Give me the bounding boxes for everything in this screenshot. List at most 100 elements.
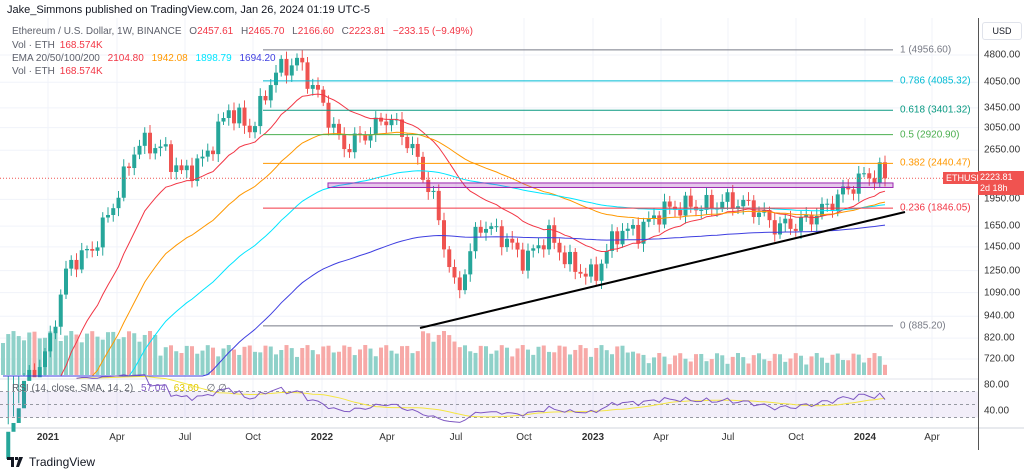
price-tick: 4050.00 bbox=[984, 76, 1021, 88]
volume-bar bbox=[16, 336, 21, 375]
candle-body bbox=[263, 95, 268, 101]
candle-body bbox=[121, 166, 126, 198]
ema-legend[interactable]: EMA 20/50/100/200 2104.80 1942.08 1898.7… bbox=[12, 53, 276, 64]
candle-body bbox=[809, 214, 814, 225]
volume-legend[interactable]: Vol · ETH 168.574K bbox=[12, 40, 103, 51]
volume-bar bbox=[520, 345, 525, 375]
price-tick: 1090.00 bbox=[984, 287, 1021, 299]
candle-body bbox=[820, 203, 824, 216]
candle-body bbox=[211, 150, 215, 155]
volume-bar bbox=[321, 346, 326, 375]
candle-body bbox=[757, 212, 761, 218]
volume-bar bbox=[95, 336, 100, 375]
volume-bar bbox=[279, 350, 284, 375]
volume-bar bbox=[295, 356, 299, 375]
volume-bar bbox=[415, 351, 420, 375]
candle-body bbox=[174, 165, 179, 172]
volume-bar bbox=[678, 353, 683, 375]
volume-bar bbox=[111, 331, 116, 375]
candle-body bbox=[305, 62, 310, 89]
ohlc-low: L2166.60 bbox=[292, 26, 334, 37]
volume-bar bbox=[625, 352, 630, 375]
volume-bar bbox=[205, 345, 210, 375]
candle-body bbox=[688, 195, 693, 207]
volume-bar bbox=[704, 361, 709, 375]
candle-body bbox=[74, 259, 79, 270]
candle-body bbox=[814, 215, 819, 225]
candle-body bbox=[783, 218, 788, 224]
volume-bar bbox=[757, 353, 761, 375]
volume-bar bbox=[331, 352, 336, 375]
volume-bar bbox=[657, 353, 662, 375]
volume-bar bbox=[242, 346, 247, 375]
rsi-legend[interactable]: RSI (14, close, SMA, 14, 2) 57.04 63.60 … bbox=[12, 383, 227, 394]
candle-body bbox=[142, 132, 147, 146]
volume-bar bbox=[809, 356, 814, 375]
volume-bar bbox=[720, 355, 725, 375]
volume-bar bbox=[394, 353, 399, 375]
candle-body bbox=[158, 146, 163, 149]
price-tick: 820.00 bbox=[984, 332, 1015, 344]
candle-body bbox=[862, 173, 866, 175]
volume-bar bbox=[274, 354, 278, 375]
volume-bar bbox=[347, 346, 352, 375]
candle-body bbox=[447, 249, 452, 268]
candle-body bbox=[489, 226, 494, 229]
candle-body bbox=[368, 134, 373, 141]
candle-body bbox=[730, 192, 735, 209]
rsi-tick: 80.00 bbox=[984, 379, 1010, 391]
volume-bar bbox=[127, 331, 131, 375]
volume-bar bbox=[772, 353, 777, 375]
candle-body bbox=[683, 195, 688, 216]
price-tick: 4800.00 bbox=[984, 49, 1021, 61]
candle-body bbox=[153, 148, 158, 154]
volume-bar bbox=[615, 346, 620, 375]
tradingview-logo[interactable]: TradingView bbox=[7, 455, 95, 469]
volume-bar bbox=[478, 345, 483, 375]
candle-body bbox=[331, 123, 336, 128]
rsi-line bbox=[76, 374, 886, 423]
candle-body bbox=[111, 208, 116, 216]
candle-body bbox=[148, 132, 152, 154]
candle-body bbox=[11, 422, 16, 432]
candle-body bbox=[599, 263, 604, 281]
candle-body bbox=[583, 273, 588, 277]
candle-body bbox=[484, 228, 488, 233]
candle-body bbox=[510, 238, 515, 243]
volume-bar bbox=[499, 345, 504, 375]
tradingview-logo-icon bbox=[7, 457, 23, 467]
price-tick: 720.00 bbox=[984, 353, 1015, 365]
candle-body bbox=[394, 119, 399, 121]
volume-bar bbox=[778, 354, 782, 375]
volume-bar bbox=[284, 345, 289, 375]
volume-bar bbox=[85, 333, 89, 375]
volume-bar bbox=[426, 333, 431, 375]
volume-legend-2[interactable]: Vol · ETH 168.574K bbox=[12, 66, 103, 77]
candle-body bbox=[557, 242, 562, 253]
candle-body bbox=[379, 117, 383, 122]
time-tick: Oct bbox=[788, 432, 804, 443]
candle-body bbox=[279, 58, 284, 73]
candle-body bbox=[421, 156, 425, 180]
symbol-legend: Ethereum / U.S. Dollar, 1W, BINANCE O245… bbox=[12, 26, 478, 37]
candle-body bbox=[22, 380, 26, 409]
volume-bar bbox=[27, 332, 32, 375]
candle-body bbox=[116, 197, 121, 209]
volume-bar bbox=[589, 356, 593, 375]
price-axis[interactable] bbox=[978, 18, 1024, 450]
candle-body bbox=[274, 72, 278, 86]
volume-bar bbox=[300, 348, 305, 375]
candle-body bbox=[95, 247, 100, 251]
volume-bar bbox=[793, 353, 798, 375]
currency-button[interactable]: USD bbox=[982, 22, 1022, 40]
candle-body bbox=[793, 228, 798, 231]
candle-body bbox=[778, 223, 782, 235]
time-tick: 2023 bbox=[581, 432, 605, 443]
volume-bar bbox=[536, 346, 541, 375]
volume-bar bbox=[79, 342, 84, 375]
volume-bar bbox=[106, 332, 110, 375]
volume-bar bbox=[825, 362, 830, 375]
candle-body bbox=[725, 192, 730, 202]
time-tick: Jul bbox=[721, 432, 735, 443]
